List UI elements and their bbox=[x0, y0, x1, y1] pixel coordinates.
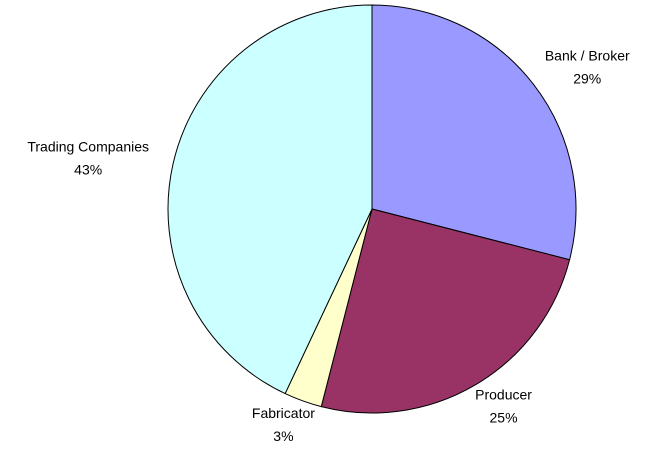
slice-label: Bank / Broker bbox=[545, 48, 630, 64]
slice-label: Trading Companies bbox=[27, 139, 149, 155]
pie-slice bbox=[320, 208, 571, 414]
slice-value-label: 43% bbox=[74, 162, 102, 178]
slice-value-label: 25% bbox=[490, 410, 518, 426]
slice-value-label: 29% bbox=[573, 71, 601, 87]
slice-label: Fabricator bbox=[252, 405, 315, 421]
pie-slice bbox=[371, 4, 577, 261]
slice-value-label: 3% bbox=[273, 428, 293, 444]
pie-slice bbox=[167, 4, 373, 395]
slice-label: Producer bbox=[475, 387, 532, 403]
